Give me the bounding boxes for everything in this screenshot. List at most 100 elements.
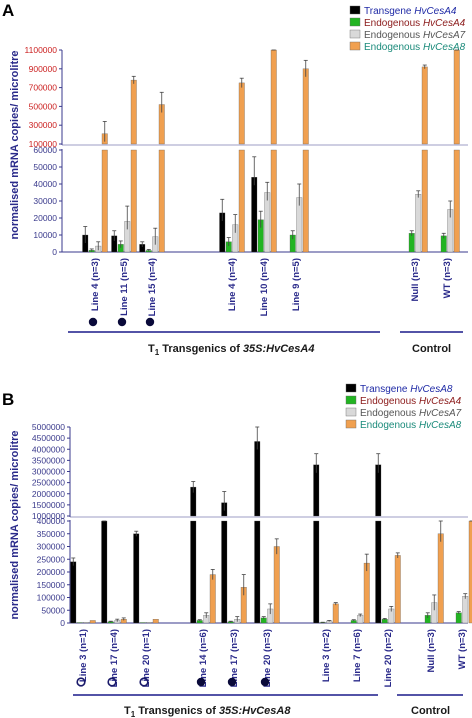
y-tick-label: 2000000 <box>32 489 65 499</box>
bar <box>302 149 309 253</box>
legend-swatch <box>345 383 357 393</box>
bar <box>70 561 77 624</box>
bar <box>332 603 339 624</box>
y-tick-label: 150000 <box>37 580 66 590</box>
y-tick-label: 0 <box>52 247 57 257</box>
category-label: Line 17 (n=4) <box>109 629 120 687</box>
y-tick-label: 350000 <box>37 529 66 539</box>
y-tick-label: 1500000 <box>32 500 65 510</box>
filled-circle-marker <box>196 677 206 687</box>
bar <box>251 177 258 253</box>
legend-entry: Endogenous HvCesA4 <box>360 396 462 407</box>
y-tick-label: 10000 <box>33 230 57 240</box>
open-circle-marker <box>107 677 117 687</box>
y-axis-label: normalised mRNA copies/ microlitre <box>9 430 21 619</box>
legend-swatch <box>345 419 357 429</box>
filled-circle-marker <box>227 677 237 687</box>
y-tick-label: 1000000 <box>32 511 65 521</box>
bar <box>76 622 83 624</box>
y-tick-label: 4500000 <box>32 433 65 443</box>
bar <box>363 562 370 624</box>
y-tick-label: 30000 <box>33 196 57 206</box>
legend-swatch <box>349 41 361 51</box>
open-circle-marker <box>76 677 86 687</box>
transgenics-group-label: T1 Transgenics of 35S:HvCesA4 <box>148 343 314 357</box>
open-circle-marker <box>139 677 149 687</box>
legend-entry: Endogenous HvCesA7 <box>360 408 462 419</box>
bar <box>421 66 428 145</box>
bar <box>101 520 108 624</box>
y-tick-label: 5000000 <box>32 422 65 432</box>
category-label: Line 14 (n=6) <box>198 629 209 687</box>
bar <box>133 533 140 624</box>
y-tick-label: 250000 <box>37 554 66 564</box>
category-label: Line 10 (n=4) <box>259 258 270 316</box>
y-tick-label: 4000000 <box>32 444 65 454</box>
y-axis-label: normalised mRNA copies/ microlitre <box>9 50 21 239</box>
y-tick-label: 700000 <box>29 83 58 93</box>
legend-swatch <box>345 407 357 417</box>
panel-a-letter: A <box>2 1 14 20</box>
bar <box>296 197 303 253</box>
bar <box>238 149 245 253</box>
bar <box>453 149 460 253</box>
bar <box>302 68 309 145</box>
bar <box>394 555 401 624</box>
y-tick-label: 2500000 <box>32 478 65 488</box>
panel-b-letter: B <box>2 390 14 409</box>
bar <box>158 149 165 253</box>
category-label: Line 17 (n=3) <box>229 629 240 687</box>
bar <box>437 533 444 624</box>
bar <box>130 149 137 253</box>
legend-entry: Endogenous HvCesA8 <box>360 420 462 431</box>
y-tick-label: 300000 <box>37 542 66 552</box>
transgenics-group-label: T1 Transgenics of 35S:HvCesA8 <box>124 705 291 718</box>
legend-entry: Endogenous HvCesA8 <box>364 42 466 53</box>
category-label: Line 3 (n=2) <box>321 629 332 682</box>
y-tick-label: 20000 <box>33 213 57 223</box>
bar <box>273 546 280 624</box>
y-tick-label: 100000 <box>29 139 58 149</box>
category-label: WT (n=3) <box>457 629 468 669</box>
bar <box>221 520 228 624</box>
bar <box>254 441 261 517</box>
bar <box>139 622 146 624</box>
category-label: Line 3 (n=1) <box>78 629 89 682</box>
bar <box>146 622 153 624</box>
y-tick-label: 300000 <box>29 120 58 130</box>
bar <box>313 520 320 624</box>
category-label: Line 20 (n=2) <box>383 629 394 687</box>
legend-swatch <box>349 17 361 27</box>
y-tick-label: 40000 <box>33 179 57 189</box>
bar <box>101 149 108 253</box>
legend-swatch <box>349 5 361 15</box>
legend-entry: Endogenous HvCesA4 <box>364 18 466 29</box>
filled-circle-marker <box>145 317 155 327</box>
filled-circle-marker <box>260 677 270 687</box>
category-label: Line 11 (n=5) <box>119 258 130 316</box>
y-tick-label: 400000 <box>37 516 66 526</box>
y-tick-label: 500000 <box>29 101 58 111</box>
control-group-label: Control <box>411 705 450 717</box>
bar <box>421 149 428 253</box>
y-tick-label: 50000 <box>41 605 65 615</box>
legend-swatch <box>349 29 361 39</box>
y-tick-label: 50000 <box>33 162 57 172</box>
category-label: Line 15 (n=4) <box>147 258 158 316</box>
legend-swatch <box>345 395 357 405</box>
bar <box>190 520 197 624</box>
bar <box>270 49 277 145</box>
y-tick-label: 200000 <box>37 567 66 577</box>
bar <box>408 233 415 253</box>
y-tick-label: 60000 <box>33 145 57 155</box>
y-tick-label: 0 <box>60 618 65 628</box>
bar <box>83 622 90 624</box>
filled-circle-marker <box>117 317 127 327</box>
legend-entry: Transgene HvCesA4 <box>364 6 457 17</box>
y-tick-label: 1100000 <box>25 45 58 55</box>
bar <box>375 520 382 624</box>
category-label: WT (n=3) <box>442 258 453 298</box>
